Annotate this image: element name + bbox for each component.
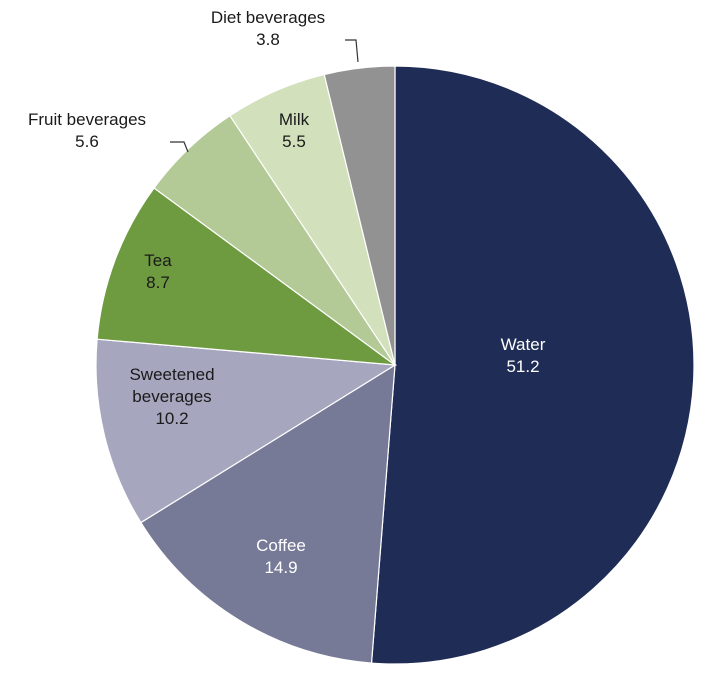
- labels-layer: Water 51.2 Coffee 14.9 Sweetened beverages 10.…: [28, 8, 546, 577]
- slice-label-milk: Milk 5.5: [279, 110, 310, 151]
- slice-name-sweetened-beverages: Sweetened: [129, 365, 214, 384]
- slice-name-sweetened-beverages: beverages: [132, 387, 211, 406]
- slice-value-tea: 8.7: [146, 273, 170, 292]
- slice-value-milk: 5.5: [282, 132, 306, 151]
- slice-label-fruit-beverages: Fruit beverages 5.6: [28, 110, 146, 151]
- slice-name-diet-beverages: Diet beverages: [211, 8, 325, 27]
- slice-tea: [96, 187, 398, 366]
- slice-value-coffee: 14.9: [264, 558, 297, 577]
- slice-coffee: [140, 363, 396, 664]
- slice-label-sweetened-beverages: Sweetened beverages 10.2: [129, 365, 214, 428]
- slice-name-milk: Milk: [279, 110, 310, 129]
- leader-lines-layer: [170, 39, 359, 153]
- slice-value-sweetened-beverages: 10.2: [155, 409, 188, 428]
- slice-value-water: 51.2: [506, 357, 539, 376]
- slice-name-fruit-beverages: Fruit beverages: [28, 110, 146, 129]
- slice-label-water: Water 51.2: [501, 335, 546, 376]
- slice-name-tea: Tea: [144, 251, 172, 270]
- slices-layer: [95, 65, 695, 665]
- leader-line-fruit-beverages: [170, 141, 189, 153]
- slice-value-diet-beverages: 3.8: [256, 30, 280, 49]
- slice-water: [370, 65, 695, 665]
- slice-name-water: Water: [501, 335, 546, 354]
- leader-line-diet-beverages: [345, 39, 359, 63]
- slice-label-diet-beverages: Diet beverages 3.8: [211, 8, 325, 49]
- slice-value-fruit-beverages: 5.6: [75, 132, 99, 151]
- slice-diet-beverages: [323, 65, 396, 366]
- slice-name-coffee: Coffee: [256, 536, 306, 555]
- slice-label-tea: Tea 8.7: [144, 251, 172, 292]
- slice-label-coffee: Coffee 14.9: [256, 536, 306, 577]
- slice-sweetened-beverages: [95, 338, 397, 524]
